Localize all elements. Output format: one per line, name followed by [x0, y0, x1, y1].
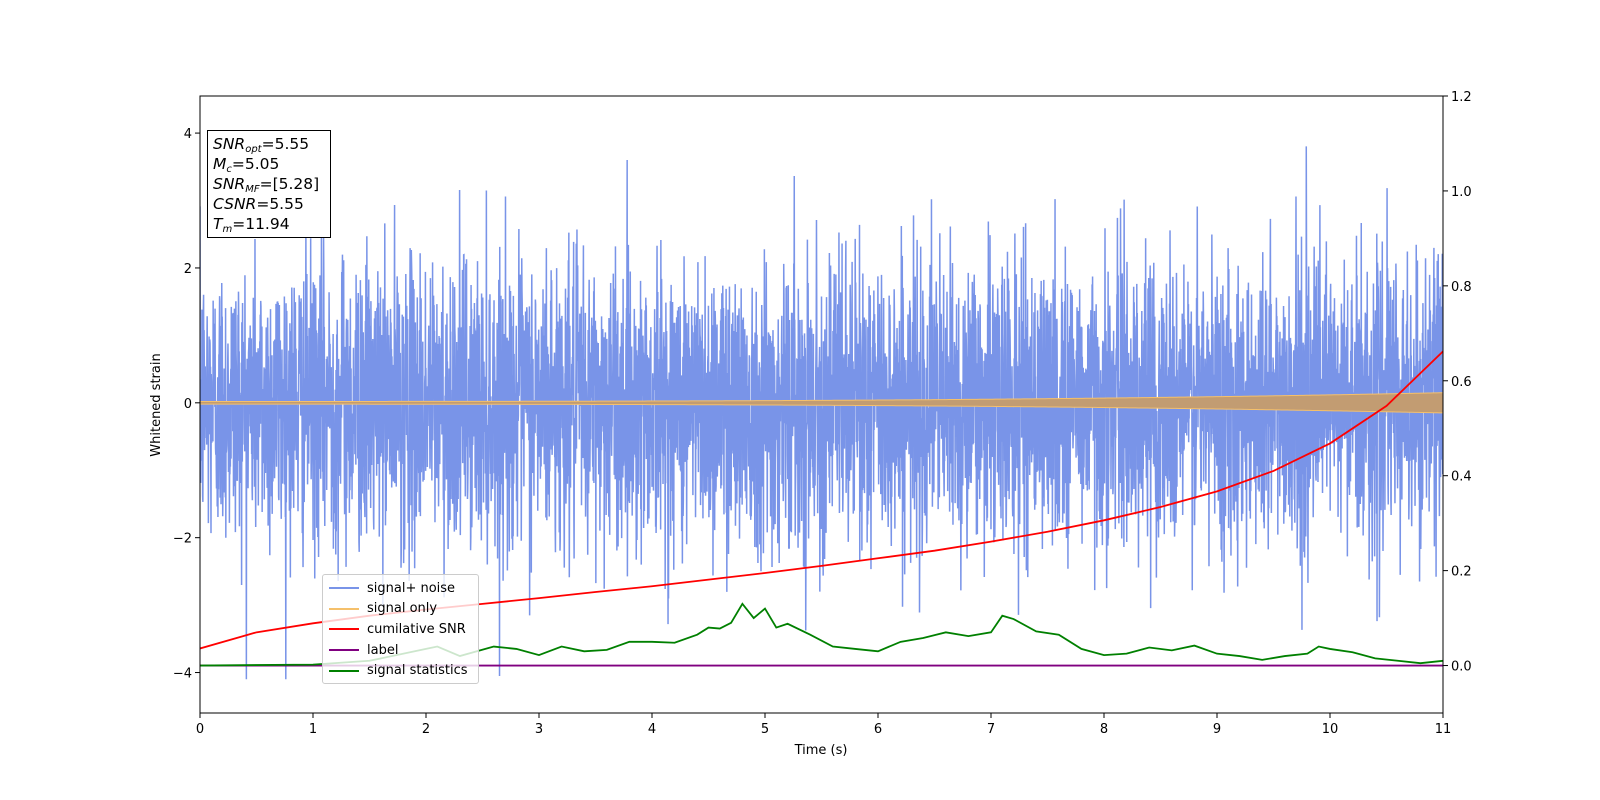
annotation-value: =11.94 [232, 215, 290, 233]
y-left-tick-label: 2 [184, 262, 192, 277]
annotation-line: Tm=11.94 [213, 214, 325, 235]
annotation-variable: SNR [213, 135, 246, 153]
annotation-subscript: m [222, 224, 233, 235]
y-left-tick-label: −2 [173, 532, 192, 547]
annotation-value: =5.55 [256, 195, 304, 213]
annotation-line: Mc=5.05 [213, 154, 325, 175]
legend-label: signal+ noise [367, 580, 456, 596]
x-tick-label: 5 [761, 722, 769, 737]
legend-label: cumilative SNR [367, 621, 466, 637]
x-tick-label: 4 [648, 722, 656, 737]
y-right-tick-label: 0.4 [1451, 470, 1472, 485]
legend-swatch [329, 669, 359, 672]
legend-label: label [367, 642, 399, 658]
y-left-tick-label: 0 [184, 397, 192, 412]
legend-label: signal statistics [367, 663, 468, 679]
annotation-line: CSNR=5.55 [213, 194, 325, 214]
y-right-tick-label: 0.8 [1451, 280, 1472, 295]
x-tick-label: 1 [309, 722, 317, 737]
x-tick-label: 2 [422, 722, 430, 737]
y-axis-left: 4 2 0 −2 −4 [173, 127, 200, 682]
legend-swatch [329, 649, 359, 652]
x-tick-label: 6 [874, 722, 882, 737]
legend: signal+ noise signal only cumilative SNR la… [322, 574, 479, 684]
legend-item: cumilative SNR [329, 619, 472, 640]
y-right-tick-label: 1.0 [1451, 185, 1472, 200]
x-tick-label: 8 [1100, 722, 1108, 737]
annotation-variable: SNR [213, 175, 246, 193]
legend-item: signal only [329, 599, 472, 620]
annotation-subscript: opt [245, 144, 262, 155]
y-axis-right: 1.2 1.0 0.8 0.6 0.4 0.2 0.0 [1443, 90, 1472, 675]
annotation-subscript: MF [245, 184, 260, 195]
y-right-tick-label: 0.2 [1451, 565, 1472, 580]
legend-item: signal statistics [329, 660, 472, 681]
legend-item: label [329, 640, 472, 661]
annotation-line: SNRMF=[5.28] [213, 174, 325, 195]
x-tick-label: 7 [987, 722, 995, 737]
legend-swatch [329, 587, 359, 590]
annotation-value: =[5.28] [259, 175, 320, 193]
y-right-tick-label: 0.0 [1451, 660, 1472, 675]
y-right-tick-label: 1.2 [1451, 90, 1472, 105]
x-tick-label: 0 [196, 722, 204, 737]
series-signal-statistics-line [200, 602, 1443, 667]
y-left-tick-label: 4 [184, 127, 192, 142]
x-tick-label: 10 [1322, 722, 1339, 737]
legend-swatch [329, 607, 359, 610]
series-signal-only-line [200, 392, 1443, 414]
series-signal-noise-line [200, 146, 1443, 680]
x-axis-title: Time (s) [794, 743, 848, 758]
x-tick-label: 3 [535, 722, 543, 737]
annotation-line: SNRopt=5.55 [213, 134, 325, 155]
plot-frame [199, 95, 1444, 714]
annotation-variable: CSNR [213, 195, 257, 213]
y-right-tick-label: 0.6 [1451, 375, 1472, 390]
legend-item: signal+ noise [329, 578, 472, 599]
annotation-value: =5.05 [231, 155, 280, 173]
y-left-tick-label: −4 [173, 667, 192, 682]
annotation-subscript: c [226, 164, 232, 175]
annotation-box: SNRopt=5.55 Mc=5.05 SNRMF=[5.28] CSNR=5.55 T… [207, 130, 331, 238]
annotation-variable: T [213, 215, 223, 233]
annotation-value: =5.55 [261, 135, 310, 153]
annotation-variable: M [213, 155, 227, 173]
legend-label: signal only [367, 601, 438, 617]
x-tick-label: 11 [1435, 722, 1452, 737]
x-axis: 0 1 2 3 4 5 6 7 8 9 10 11 [196, 713, 1451, 737]
y-axis-title: Whitened strain [149, 353, 164, 456]
x-tick-label: 9 [1213, 722, 1221, 737]
legend-swatch [329, 628, 359, 631]
